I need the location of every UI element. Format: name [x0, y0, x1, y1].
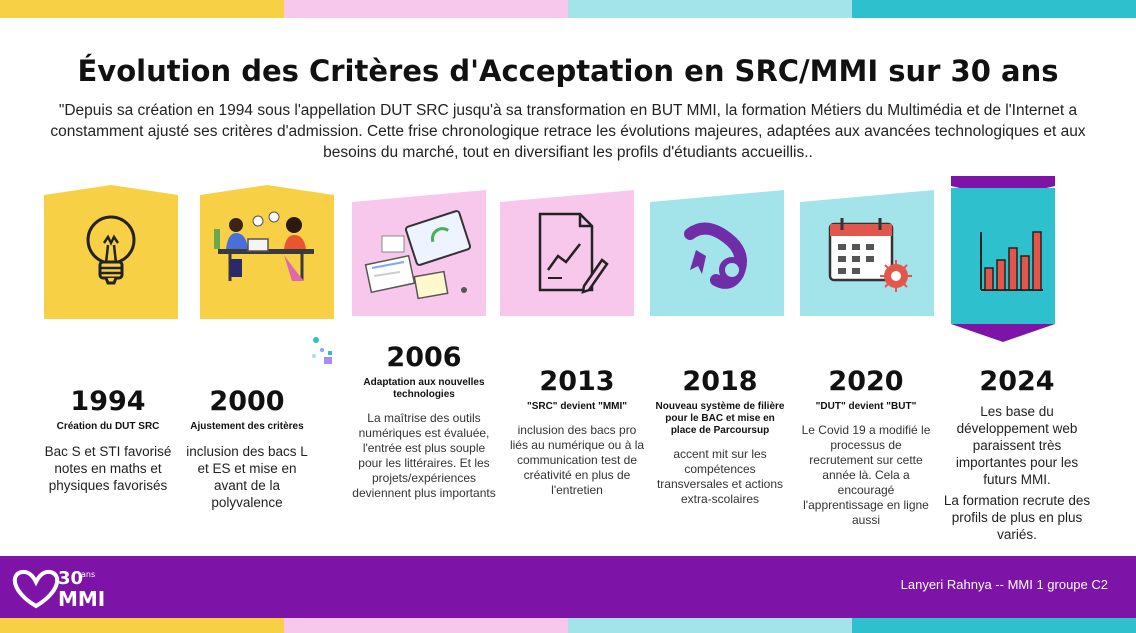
laptop-dashboard-icon: [364, 210, 472, 300]
logo-ans: ans: [81, 570, 95, 579]
document-chart-icon: [538, 212, 609, 294]
team-meeting-icon: [214, 211, 314, 281]
top-color-bar: [0, 0, 1136, 18]
year-label: 2006: [386, 342, 462, 373]
item-description: inclusion des bacs L et ES et mise en av…: [186, 444, 308, 510]
year-label: 2020: [828, 366, 904, 397]
card-2013: [500, 190, 634, 316]
footer-band: [0, 556, 1136, 618]
timeline-item-2024: 2024 Les base du développement web parai…: [942, 366, 1092, 543]
mmi-30-ans-logo: 30 ans MMI: [12, 568, 105, 611]
card-2020: [800, 190, 934, 316]
card-2018: [650, 190, 784, 316]
year-label: 1994: [70, 386, 146, 417]
card-2006: [352, 190, 486, 316]
logo-text: MMI: [58, 587, 105, 611]
timeline-item-2000: 2000 Ajustement des critères inclusion d…: [182, 386, 312, 511]
card-background: [650, 190, 784, 316]
item-description: accent mit sur les compétences transvers…: [656, 447, 784, 506]
card-2024: [951, 176, 1055, 342]
bar-chart-icon: [980, 231, 1043, 291]
timeline-item-2018: 2018 Nouveau système de filière pour le …: [654, 366, 786, 507]
bottom-bar-teal: [852, 618, 1136, 633]
item-subtitle: "DUT" devient "BUT": [815, 401, 917, 412]
item-description: La maîtrise des outils numériques est év…: [352, 411, 496, 500]
page-title: Évolution des Critères d'Acceptation en …: [77, 54, 1059, 88]
lightbulb-icon: [86, 215, 136, 285]
bottom-bar-yellow: [0, 618, 284, 633]
top-bar-pink: [284, 0, 568, 18]
item-subtitle: Ajustement des critères: [190, 421, 304, 432]
item-description: Les base du développement web paraissent…: [955, 404, 1079, 487]
card-2000: [200, 185, 334, 319]
item-subtitle: "SRC" devient "MMI": [526, 401, 628, 412]
item-description: Bac S et STI favorisé notes en maths et …: [44, 444, 172, 493]
bottom-bar-pink: [284, 618, 568, 633]
top-bar-teal: [852, 0, 1136, 18]
item-subtitle: Adaptation aux nouvelles technologies: [363, 377, 485, 400]
item-description: inclusion des bacs pro liés au numérique…: [509, 423, 645, 497]
bottom-bar-cyan: [568, 618, 852, 633]
timeline-item-2013: 2013 "SRC" devient "MMI" inclusion des b…: [508, 366, 646, 498]
diploma-scroll-icon: [684, 222, 747, 289]
decorative-dots-icon: [312, 337, 332, 364]
calendar-virus-icon: [828, 218, 912, 292]
year-label: 2024: [979, 366, 1055, 397]
timeline-item-2006: 2006 Adaptation aux nouvelles technologi…: [350, 342, 498, 501]
top-bar-yellow: [0, 0, 284, 18]
item-subtitle: Création du DUT SRC: [56, 421, 160, 432]
author-credit: Lanyeri Rahnya -- MMI 1 groupe C2: [900, 577, 1108, 592]
logo-number: 30: [58, 568, 83, 589]
card-1994: [44, 185, 178, 319]
item-subtitle: Nouveau système de filière pour le BAC e…: [655, 401, 785, 436]
timeline-item-1994: 1994 Création du DUT SRC Bac S et STI fa…: [38, 386, 178, 494]
timeline-item-2020: 2020 "DUT" devient "BUT" Le Covid 19 a m…: [798, 366, 934, 528]
item-description: Le Covid 19 a modifié le processus de re…: [801, 423, 931, 527]
year-label: 2000: [209, 386, 285, 417]
year-label: 2018: [682, 366, 758, 397]
intro-paragraph: "Depuis sa création en 1994 sous l'appel…: [50, 102, 1086, 161]
item-description-extra: La formation recrute des profils de plus…: [943, 493, 1091, 542]
card-background: [500, 190, 634, 316]
top-bar-cyan: [568, 0, 852, 18]
bottom-color-bar: [0, 618, 1136, 633]
year-label: 2013: [539, 366, 615, 397]
